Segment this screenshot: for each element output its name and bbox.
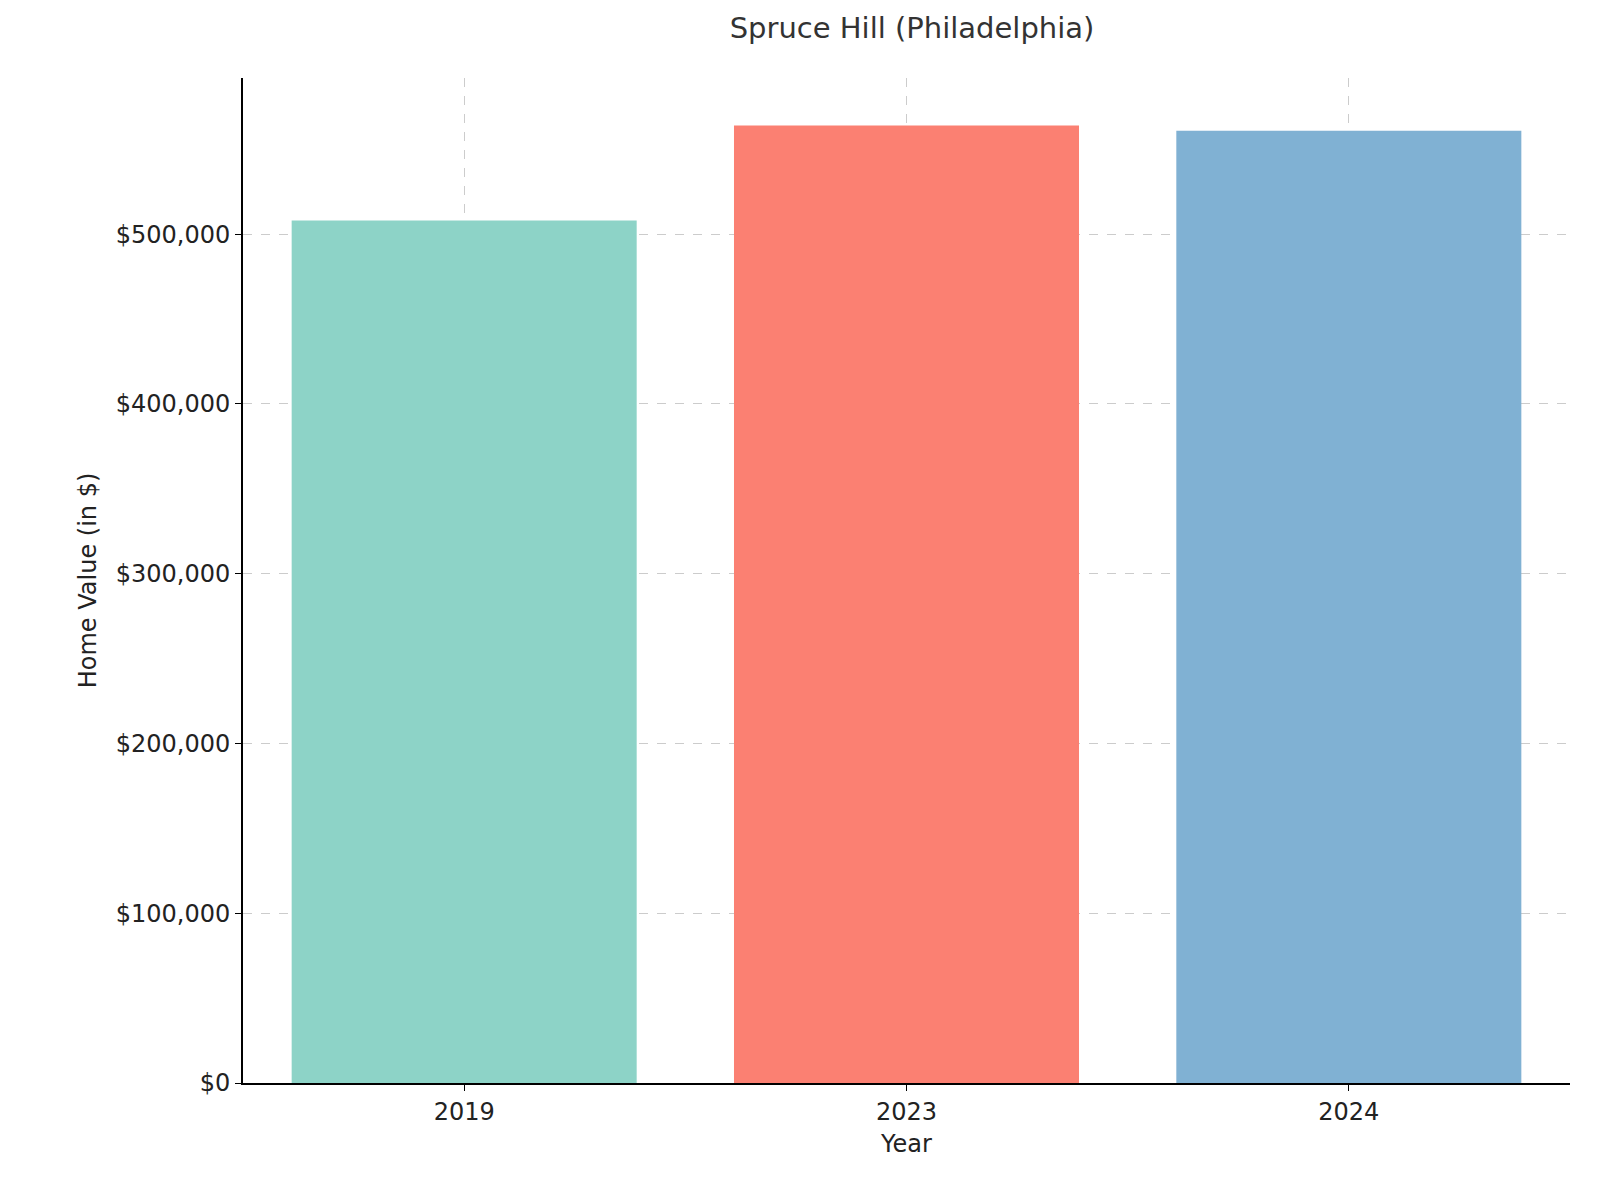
svg-text:2019: 2019 (434, 1098, 495, 1126)
svg-text:$400,000: $400,000 (116, 390, 231, 418)
svg-text:Year: Year (880, 1130, 932, 1158)
svg-text:Spruce Hill (Philadelphia): Spruce Hill (Philadelphia) (730, 11, 1095, 45)
svg-text:Home Value (in $): Home Value (in $) (74, 473, 102, 689)
svg-text:$300,000: $300,000 (116, 560, 231, 588)
svg-text:2024: 2024 (1318, 1098, 1379, 1126)
svg-text:$0: $0 (200, 1069, 231, 1097)
svg-text:$100,000: $100,000 (116, 900, 231, 928)
svg-text:2023: 2023 (876, 1098, 937, 1126)
svg-text:$200,000: $200,000 (116, 730, 231, 758)
svg-text:$500,000: $500,000 (116, 221, 231, 249)
